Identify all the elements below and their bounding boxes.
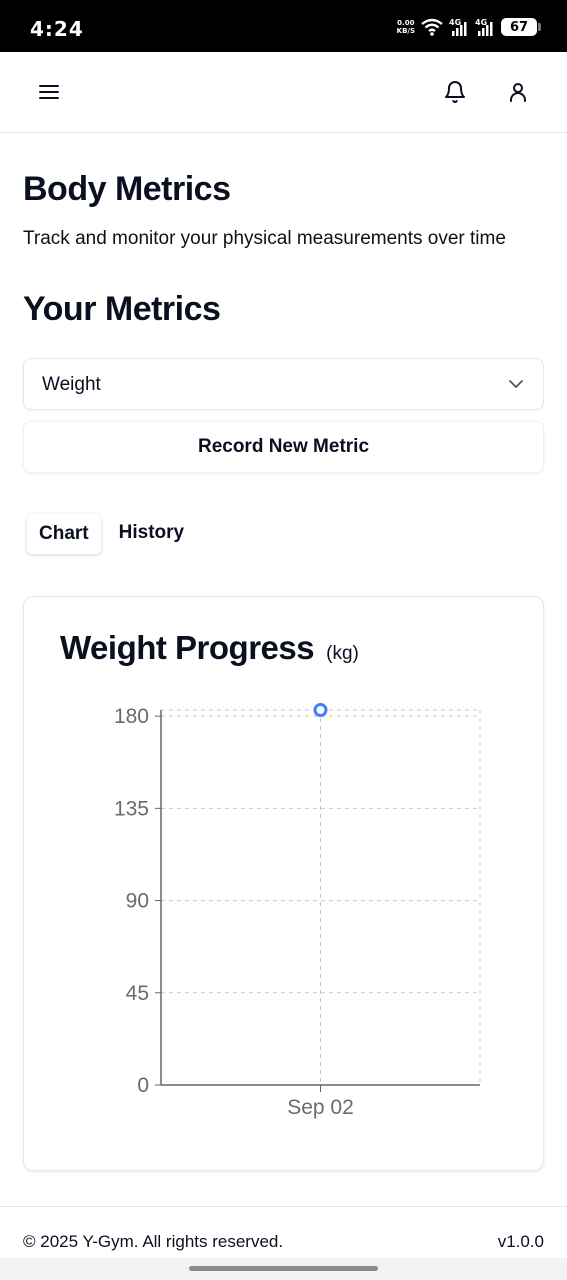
user-icon: [510, 83, 526, 102]
page-title: Body Metrics: [23, 170, 231, 208]
status-icons: 0.00 KB/S 4G 4G 67: [397, 18, 541, 36]
view-tabs: Chart History: [23, 510, 196, 556]
weight-progress-card: Weight Progress (kg) 0 45 90 135 180 Sep 02: [23, 596, 544, 1171]
footer-version: v1.0.0: [497, 1232, 544, 1251]
page-subtitle: Track and monitor your physical measurem…: [23, 228, 506, 249]
y-tick-label: 135: [114, 797, 149, 820]
net-speed-value: 0.00: [397, 19, 415, 27]
x-tick-label: Sep 02: [287, 1096, 354, 1119]
menu-button[interactable]: [31, 74, 67, 110]
y-tick-label: 90: [126, 890, 149, 913]
tab-history[interactable]: History: [118, 522, 185, 543]
signal-sim1: 4G: [449, 18, 469, 36]
footer-copyright: © 2025 Y-Gym. All rights reserved.: [23, 1232, 284, 1251]
net-speed-unit: KB/S: [396, 27, 415, 35]
signal-sim2: 4G: [475, 18, 495, 36]
notifications-button[interactable]: [437, 74, 473, 110]
chart-title: Weight Progress: [60, 629, 315, 666]
system-nav-bar: [0, 1258, 567, 1280]
wifi-icon: [421, 18, 443, 36]
app-header: [0, 52, 567, 133]
chart-unit: (kg): [326, 643, 359, 664]
record-new-metric-button[interactable]: Record New Metric: [23, 421, 544, 473]
metric-select-value: Weight: [42, 374, 101, 395]
tab-chart[interactable]: Chart: [27, 514, 101, 554]
weight-chart: 0 45 90 135 180 Sep 02: [114, 703, 481, 1119]
menu-icon: [39, 85, 59, 99]
status-bar: 4:24 0.00 KB/S 4G 4G 67: [0, 0, 567, 52]
bell-icon: [445, 81, 465, 103]
data-point: [313, 703, 328, 717]
footer: © 2025 Y-Gym. All rights reserved. v1.0.…: [0, 1206, 567, 1258]
y-tick-label: 0: [137, 1074, 149, 1097]
status-time: 4:24: [30, 17, 84, 41]
y-tick-label: 45: [126, 982, 149, 1005]
card-title: Weight Progress (kg): [60, 629, 359, 667]
metric-select[interactable]: Weight: [23, 358, 544, 410]
chevron-down-icon: [509, 380, 523, 388]
home-gesture-handle[interactable]: [189, 1266, 378, 1271]
signal-bars-icon: [478, 22, 493, 36]
sim1-label: 4G: [449, 18, 462, 27]
sim2-label: 4G: [475, 18, 488, 27]
battery-icon: 67: [501, 18, 541, 36]
profile-button[interactable]: [500, 74, 536, 110]
y-tick-label: 180: [114, 705, 149, 728]
net-speed: 0.00 KB/S: [397, 19, 415, 35]
section-title: Your Metrics: [23, 290, 221, 328]
signal-bars-icon: [452, 22, 467, 36]
